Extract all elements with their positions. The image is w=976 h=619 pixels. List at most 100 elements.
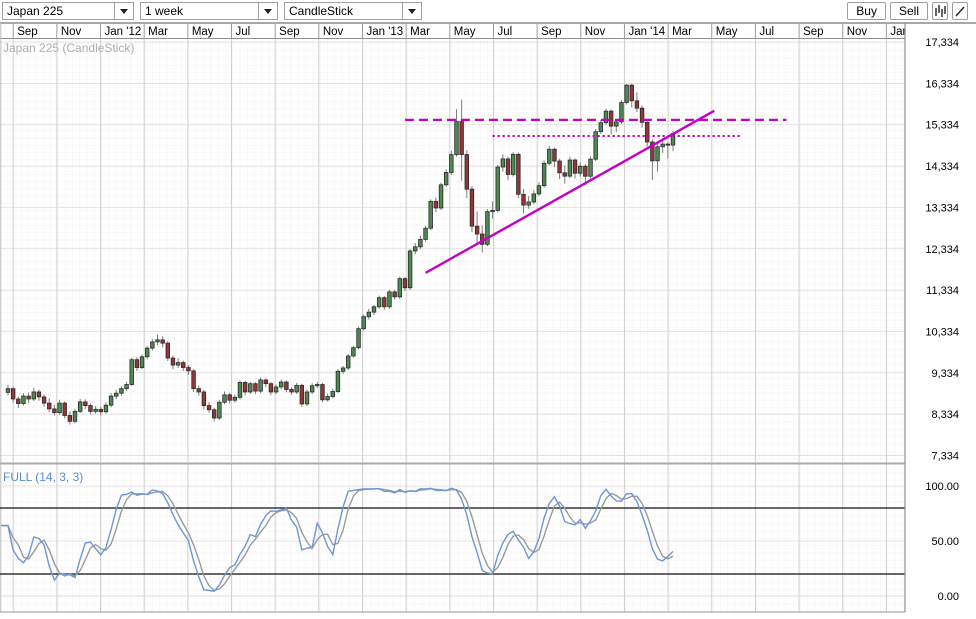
bar-chart-icon-button[interactable]	[932, 2, 948, 20]
x-axis: Sep Nov Jan '12 Mar May Jul Sep Nov Jan '13 Mar Ma…	[0, 23, 976, 612]
candle-up	[371, 306, 377, 313]
candle-up	[309, 385, 315, 393]
svg-text:Jul: Jul	[497, 26, 512, 38]
candle-up	[77, 401, 83, 412]
svg-text:Nov: Nov	[585, 26, 606, 38]
candle-down	[253, 383, 258, 392]
candle-down	[211, 409, 217, 419]
price-axis-label: 17,334	[925, 37, 959, 49]
candle-up	[387, 291, 392, 308]
candle-down	[562, 172, 567, 177]
candle-down	[268, 383, 274, 393]
trendline-icon-button[interactable]	[952, 2, 968, 20]
candle-up	[376, 297, 382, 308]
price-axis-label: 8,334	[931, 409, 959, 421]
candle-down	[191, 370, 196, 390]
candle-up	[273, 386, 279, 393]
symbol-select[interactable]: Japan 225	[2, 2, 134, 20]
candle-up	[485, 211, 490, 245]
svg-text:Sep: Sep	[279, 26, 299, 38]
chevron-down-icon[interactable]	[402, 3, 421, 19]
candle-up	[614, 121, 619, 127]
svg-text:Jan '12: Jan '12	[105, 26, 142, 38]
price-axis-label: 7,334	[931, 451, 959, 463]
candle-down	[67, 415, 73, 422]
sell-button[interactable]: Sell	[889, 2, 928, 20]
candle-down	[402, 278, 408, 289]
buy-button[interactable]: Buy	[847, 2, 886, 20]
candle-down	[516, 153, 521, 195]
candle-down	[170, 357, 176, 366]
candle-up	[5, 388, 11, 393]
indicator-label: FULL (14, 3, 3)	[3, 470, 83, 484]
candle-down	[505, 158, 511, 175]
svg-text:Sep: Sep	[17, 26, 37, 38]
chart-type-select[interactable]: CandleStick	[284, 2, 422, 20]
candle-up	[31, 391, 36, 400]
svg-text:May: May	[192, 26, 214, 38]
candle-up	[114, 392, 119, 397]
candle-down	[36, 391, 42, 398]
candle-up	[325, 396, 330, 401]
candle-up	[103, 404, 109, 413]
candle-up	[304, 391, 310, 405]
chevron-down-icon[interactable]	[114, 3, 133, 19]
candle-up	[531, 193, 537, 203]
candle-up	[93, 408, 98, 412]
candle-up	[119, 388, 124, 394]
interval-select[interactable]: 1 week	[140, 2, 278, 20]
candle-down	[645, 121, 650, 143]
candle-up	[624, 84, 629, 103]
candle-up	[593, 131, 598, 160]
candle-up	[279, 381, 284, 388]
candle-down	[186, 367, 191, 372]
chart-title: Japan 225 (CandleStick)	[3, 41, 134, 55]
price-axis-label: 12,334	[925, 244, 959, 256]
svg-text:Jan '14: Jan '14	[628, 26, 665, 38]
candle-up	[124, 384, 129, 390]
candle-up	[361, 316, 366, 330]
candle-down	[629, 84, 634, 102]
candle-down	[201, 391, 207, 406]
trendlines	[404, 109, 787, 274]
candle-up	[21, 395, 26, 404]
candle-up	[57, 402, 62, 414]
toolbar-right-group: Buy Sell	[847, 2, 968, 20]
svg-text:Jan '13: Jan '13	[366, 26, 403, 38]
svg-text:May: May	[454, 26, 476, 38]
candle-up	[428, 200, 433, 229]
svg-text:May: May	[716, 26, 738, 38]
candle-up	[526, 201, 531, 206]
candle-up	[510, 153, 516, 175]
toolbar: Japan 225 1 week CandleStick Buy Sell	[0, 0, 976, 23]
candle-down	[464, 154, 469, 190]
candle-down	[41, 396, 47, 404]
candle-up	[578, 165, 583, 174]
candle-down	[98, 408, 103, 413]
candle-down	[289, 389, 294, 393]
price-axis-label: 11,334	[926, 285, 959, 297]
candle-down	[433, 200, 439, 209]
candle-down	[10, 388, 16, 400]
stochastic-levels	[0, 507, 905, 575]
candle-up	[351, 347, 356, 357]
candle-down	[474, 225, 480, 235]
interval-select-value: 1 week	[145, 4, 184, 18]
candle-up	[655, 146, 660, 162]
candle-up	[418, 238, 423, 248]
candle-down	[47, 402, 52, 410]
candle-down	[608, 110, 614, 127]
candle-up	[449, 154, 454, 173]
candle-up	[443, 172, 449, 186]
candle-down	[665, 143, 671, 146]
candle-up	[335, 370, 341, 392]
trendline-icon	[955, 6, 965, 17]
svg-text:Jul: Jul	[759, 26, 774, 38]
candle-up	[258, 379, 263, 392]
candle-down	[16, 398, 21, 404]
chevron-down-icon[interactable]	[258, 3, 277, 19]
candle-up	[237, 382, 243, 398]
trendline-rising-support	[424, 109, 715, 274]
candle-up	[490, 210, 495, 213]
